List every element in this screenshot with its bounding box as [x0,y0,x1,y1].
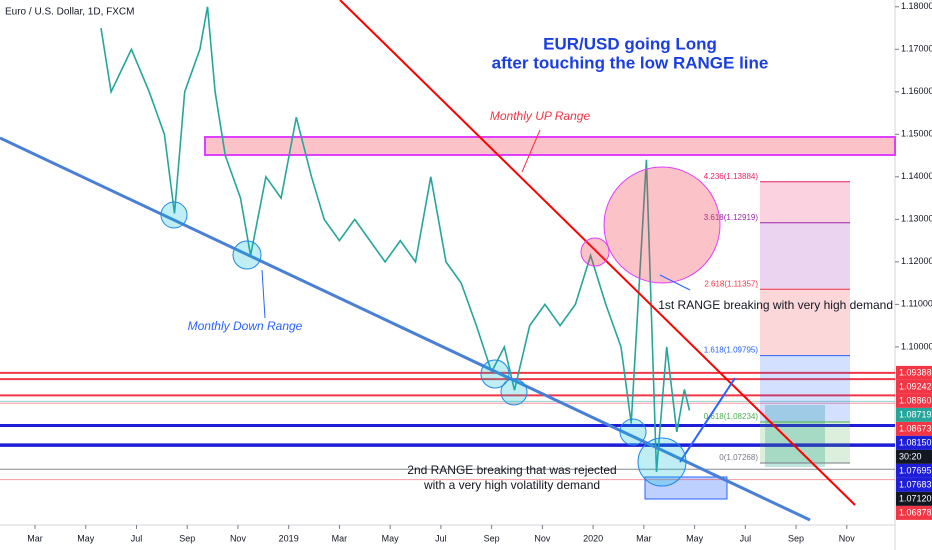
price-badge-label: 1.08860 [899,395,932,405]
low-range-line [0,136,811,522]
x-tick-label: 2019 [279,533,299,543]
price-badge-label: 1.07683 [899,479,932,489]
x-tick-label: May [382,533,400,543]
x-tick-label: May [77,533,95,543]
fib-label: 0(1.07268) [719,453,758,462]
annotation: 2nd RANGE breaking that was rejected [407,463,616,477]
fib-label: 1.618(1.09795) [704,346,759,355]
y-tick-label: 1.16000 [901,86,932,96]
price-badge [896,407,932,422]
x-tick-label: Sep [788,533,804,543]
y-tick-label: 1.17000 [901,44,932,54]
x-tick-label: Mar [636,533,652,543]
target-box [765,405,825,467]
touch-circle [500,378,528,406]
x-tick-label: 2020 [583,533,603,543]
y-tick-label: 1.18000 [901,1,932,11]
touch-circle [480,359,510,389]
fib-label: 2.618(1.11357) [704,279,758,288]
fib-label: 0.618(1.08234) [704,412,759,421]
x-tick-label: Nov [230,533,247,543]
volatility-circle [580,237,610,267]
price-badge [896,477,932,492]
fib-band [760,355,850,422]
callout-line [261,269,266,319]
price-badge-label: 1.08673 [899,423,932,433]
x-tick-label: Nov [839,533,856,543]
price-badge [896,365,932,380]
price-badge [896,435,932,450]
down-trend-line [339,0,856,506]
fib-label: 4.236(1.13884) [704,172,759,181]
price-badge-label: 1.07120 [899,493,932,503]
fib-band [760,181,850,223]
levels [0,371,895,481]
headline: EUR/USD going Long [543,34,717,53]
touch-circle [160,201,188,229]
fib-band [760,222,850,290]
price-badge-label: 1.07695 [899,465,932,475]
volatility-circle [603,166,721,284]
y-tick-label: 1.14000 [901,171,932,181]
up-range-box [204,136,896,156]
symbol-title: Euro / U.S. Dollar, 1D, FXCM [5,7,134,18]
price-badge [896,491,932,506]
fib-label: 3.618(1.12919) [704,213,759,222]
price-badge-label: 1.09242 [899,381,932,391]
price-badge [896,449,932,464]
price-badge [896,505,932,520]
arrow-line [679,377,736,463]
y-tick-label: 1.11000 [901,299,932,309]
price-badge-label: 30:20 [899,451,922,461]
plot [100,6,691,472]
price-badge-label: 1.08719 [899,409,932,419]
x-tick-label: Jul [131,533,143,543]
x-tick-label: Sep [484,533,500,543]
x-tick-label: Jul [740,533,752,543]
x-tick-label: Jul [435,533,447,543]
x-tick-label: May [686,533,704,543]
price-line [100,6,691,472]
annotation: Monthly UP Range [490,109,591,123]
price-badge [896,379,932,394]
y-tick-label: 1.15000 [901,129,932,139]
annotation: Monthly Down Range [188,319,303,333]
touch-circle [637,437,687,487]
price-badge [896,463,932,478]
fib: 4.236(1.13884) 3.618(1.12919) 2.618(1.1135… [704,172,850,464]
price-badge-label: 1.08150 [899,437,932,447]
y-tick-label: 1.13000 [901,214,932,224]
annotation: 1st RANGE breaking with very high demand [658,298,893,312]
demand-box [644,476,728,500]
x-tick-label: Nov [534,533,551,543]
touch-circle [619,418,647,446]
price-badge [896,421,932,436]
price-badge-label: 1.09388 [899,367,932,377]
y-tick-label: 1.12000 [901,256,932,266]
axes: 1.18000 1.17000 1.16000 1.15000 1.14000 1.130… [27,1,932,543]
price-badge-label: 1.06878 [899,507,932,517]
fib-band [760,289,850,356]
annotation: with a very high volatility demand [423,478,600,492]
headline: after touching the low RANGE line [492,53,769,72]
callout-line [521,129,541,173]
x-tick-label: Mar [332,533,348,543]
price-badge [896,393,932,408]
x-tick-label: Sep [179,533,195,543]
callout-line [659,274,691,291]
touch-circle [232,240,262,270]
y-tick-label: 1.10000 [901,341,932,351]
x-tick-label: Mar [27,533,43,543]
